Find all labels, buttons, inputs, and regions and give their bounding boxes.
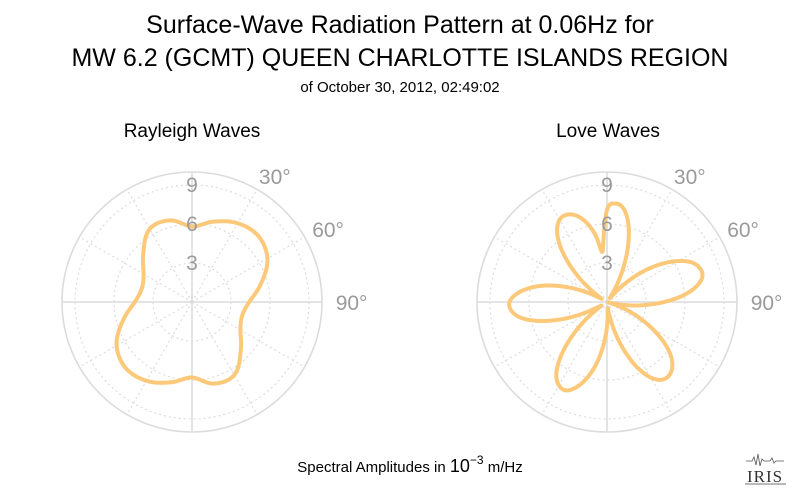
love-angle-labels: 30° 60° 90° [674, 166, 783, 315]
rayleigh-grid-spoke-330 [126, 189, 193, 303]
amplitude-units-label: Spectral Amplitudes in 10−3 m/Hz [297, 453, 522, 476]
love-angle-tick-60: 60° [727, 219, 759, 242]
rayleigh-curves [114, 218, 270, 386]
love-grid-spoke-210 [541, 301, 608, 415]
rayleigh-grid [61, 171, 323, 433]
love-radial-labels: 3 6 9 [601, 174, 613, 275]
rayleigh-grid-spoke-210 [126, 301, 193, 415]
rayleigh-grid-spoke-120 [191, 301, 305, 368]
rayleigh-grid-spoke-60 [191, 236, 305, 303]
rayleigh-angle-labels: 30° 60° 90° [259, 166, 368, 315]
iris-logo-seismogram [746, 453, 784, 467]
love-polar-chart: Love Waves 3 6 9 30° 60° 90° [476, 121, 783, 433]
rayleigh-radial-tick-6: 6 [186, 213, 198, 236]
amplitude-unit-rest: m/Hz [484, 459, 523, 476]
rayleigh-chart-title: Rayleigh Waves [124, 121, 261, 142]
love-radiation-curve [507, 201, 705, 393]
rayleigh-radial-tick-3: 3 [186, 252, 198, 275]
main-title-line2: MW 6.2 (GCMT) QUEEN CHARLOTTE ISLANDS RE… [71, 44, 728, 72]
love-curves [507, 201, 705, 393]
love-angle-tick-90: 90° [751, 292, 783, 315]
main-subtitle: of October 30, 2012, 02:49:02 [300, 79, 499, 96]
rayleigh-polar-chart: Rayleigh Waves 3 6 9 30° 60° 90° [61, 121, 368, 433]
love-radial-tick-3: 3 [601, 252, 613, 275]
love-radial-tick-9: 9 [601, 174, 613, 197]
iris-logo: IRIS [745, 453, 786, 486]
love-grid-spoke-120 [606, 301, 720, 368]
love-grid-spoke-60 [606, 236, 720, 303]
love-grid-spoke-330 [541, 189, 608, 303]
amplitude-label-text: Spectral Amplitudes in [297, 459, 450, 476]
amplitude-unit-base: 10 [450, 456, 470, 476]
main-title-line1: Surface-Wave Radiation Pattern at 0.06Hz… [146, 11, 654, 39]
rayleigh-radiation-curve [114, 218, 270, 386]
iris-logo-text: IRIS [747, 467, 783, 486]
rayleigh-angle-tick-30: 30° [259, 166, 291, 189]
rayleigh-grid-spoke-240 [79, 301, 193, 368]
rayleigh-radial-tick-9: 9 [186, 174, 198, 197]
rayleigh-angle-tick-60: 60° [312, 219, 344, 242]
love-chart-title: Love Waves [556, 121, 660, 142]
rayleigh-radial-labels: 3 6 9 [186, 174, 198, 275]
love-angle-tick-30: 30° [674, 166, 706, 189]
rayleigh-grid-spoke-30 [191, 189, 258, 303]
love-radial-tick-6: 6 [601, 213, 613, 236]
rayleigh-angle-tick-90: 90° [336, 292, 368, 315]
rayleigh-grid-spoke-150 [191, 301, 258, 415]
love-grid-spoke-150 [606, 301, 673, 415]
rayleigh-grid-spoke-300 [79, 236, 193, 303]
amplitude-unit-exponent: −3 [470, 453, 484, 467]
